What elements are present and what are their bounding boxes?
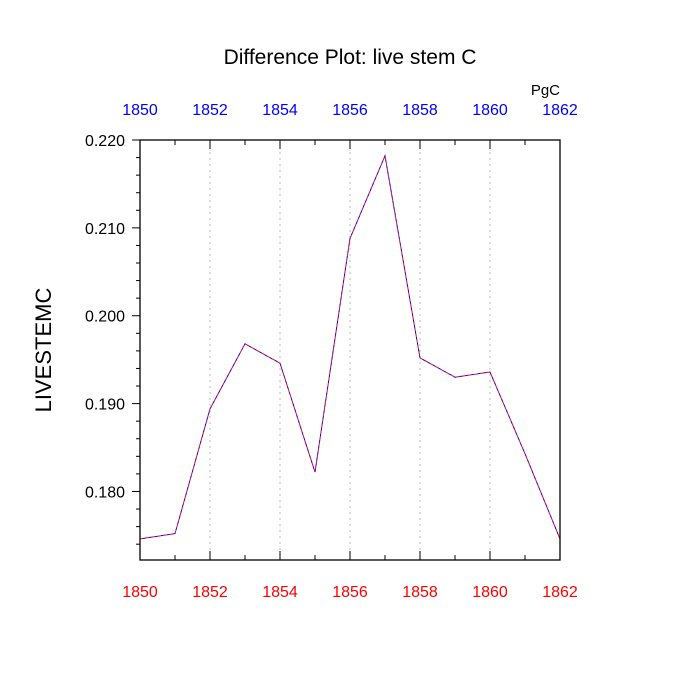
axis-ticks	[132, 139, 561, 560]
y-tick-label: 0.210	[85, 221, 125, 238]
series-layer	[139, 154, 561, 540]
x-tick-label-top: 1862	[542, 102, 578, 119]
chart-title: Difference Plot: live stem C	[224, 46, 477, 69]
grid-lines	[209, 140, 491, 560]
x-tick-label-bottom: 1860	[472, 584, 508, 601]
x-tick-label-bottom: 1856	[332, 584, 368, 601]
units-label: PgC	[531, 82, 560, 99]
x-tick-label-bottom: 1862	[542, 584, 578, 601]
y-tick-label: 0.220	[85, 133, 125, 150]
x-tick-label-bottom: 1850	[122, 584, 158, 601]
x-tick-label-top: 1858	[402, 102, 438, 119]
y-tick-label: 0.200	[85, 309, 125, 326]
x-tick-label-top: 1852	[192, 102, 228, 119]
y-axis-label: LIVESTEMC	[31, 288, 56, 413]
series-line-blue	[139, 154, 561, 540]
x-tick-label-top: 1856	[332, 102, 368, 119]
x-tick-label-top: 1860	[472, 102, 508, 119]
x-tick-label-top: 1854	[262, 102, 298, 119]
x-tick-label-top: 1850	[122, 102, 158, 119]
x-tick-label-bottom: 1858	[402, 584, 438, 601]
y-tick-label: 0.180	[85, 484, 125, 501]
series-line-red	[139, 154, 561, 540]
x-tick-label-bottom: 1852	[192, 584, 228, 601]
plot-frame	[139, 139, 561, 561]
x-tick-label-bottom: 1854	[262, 584, 298, 601]
tick-labels: 1850 1850 1852 1852 1854 1854 1856 1856 1858 1858…	[85, 102, 578, 601]
y-tick-label: 0.190	[85, 397, 125, 414]
